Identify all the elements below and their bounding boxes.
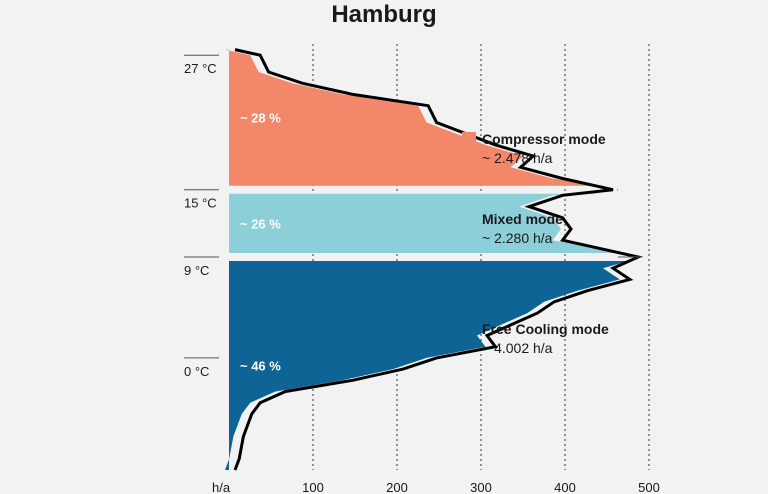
legend-hours: ~ 4.002 h/a — [482, 340, 553, 356]
legend-item-compressor-mode: Compressor mode ~ 2.478 h/a — [462, 131, 606, 166]
legend-title: Mixed mode — [482, 211, 563, 227]
legend-title: Compressor mode — [482, 131, 606, 147]
temp-label: 0 °C — [184, 364, 209, 379]
x-axis-unit: h/a — [212, 480, 231, 494]
legend-swatch — [462, 212, 476, 226]
region-free-cooling-mode — [225, 261, 629, 470]
chart-title: Hamburg — [331, 1, 436, 28]
legend-swatch — [462, 322, 476, 336]
share-label-compressor-mode: ~ 28 % — [240, 111, 281, 126]
legend-title: Free Cooling mode — [482, 321, 609, 337]
region-mixed-mode — [229, 193, 629, 253]
x-tick-label: 300 — [470, 480, 492, 494]
temp-label: 9 °C — [184, 263, 209, 278]
share-label-mixed-mode: ~ 26 % — [240, 216, 281, 231]
region-compressor-mode — [225, 49, 603, 186]
legend-item-mixed-mode: Mixed mode ~ 2.280 h/a — [462, 211, 563, 246]
temp-label: 15 °C — [184, 196, 217, 211]
legend-item-free-cooling-mode: Free Cooling mode ~ 4.002 h/a — [462, 321, 609, 356]
x-tick-label: 100 — [302, 480, 324, 494]
x-tick-label: 400 — [554, 480, 576, 494]
legend-hours: ~ 2.280 h/a — [482, 230, 553, 246]
x-tick-label: 200 — [386, 480, 408, 494]
legend-swatch — [462, 132, 476, 146]
temp-label: 27 °C — [184, 61, 217, 76]
share-label-free-cooling-mode: ~ 46 % — [240, 359, 281, 374]
x-tick-label: 500 — [638, 480, 660, 494]
legend-hours: ~ 2.478 h/a — [482, 150, 553, 166]
